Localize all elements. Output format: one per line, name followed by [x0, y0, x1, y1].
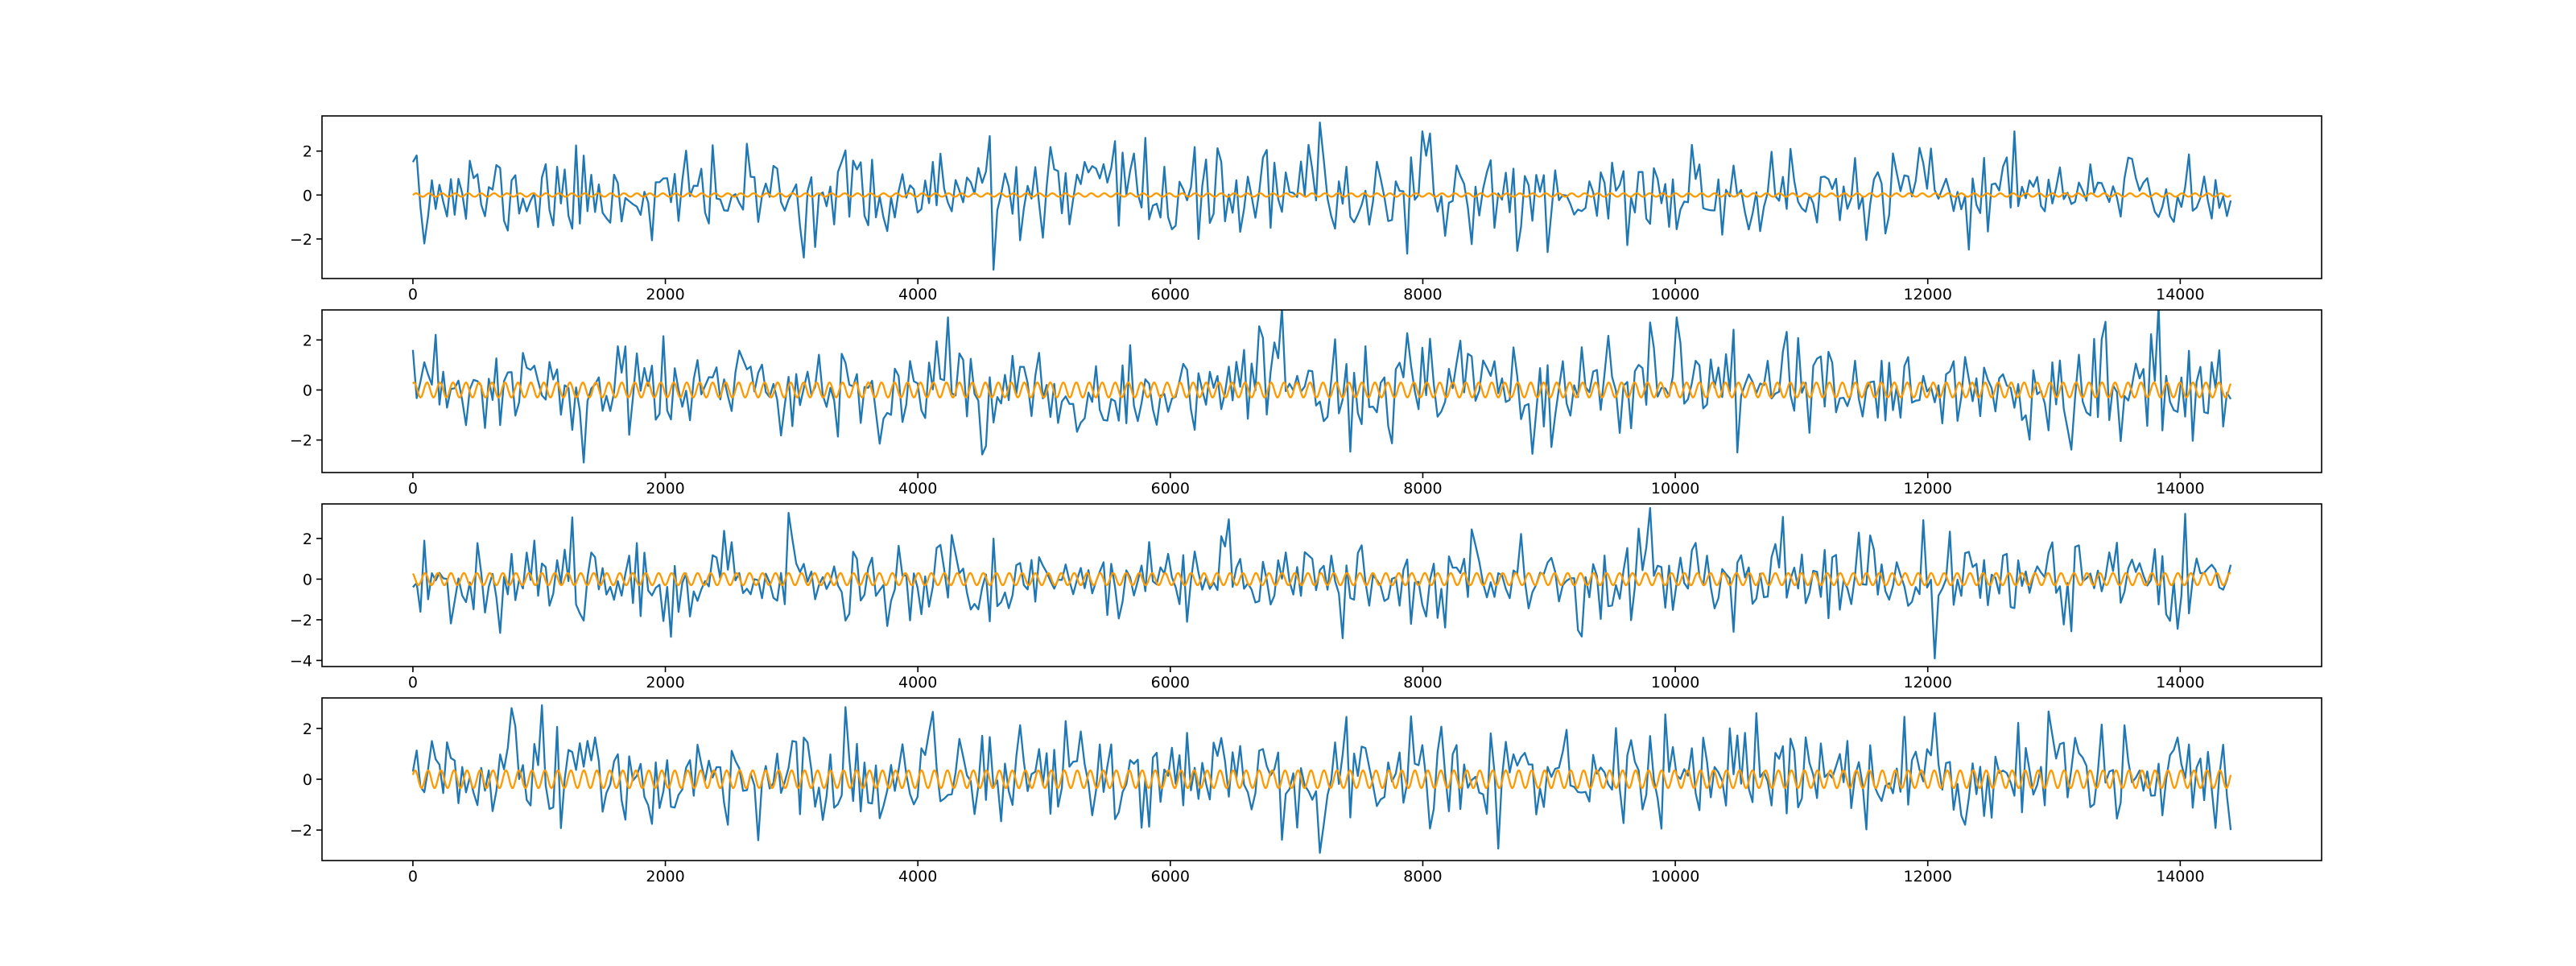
x-tick-label: 12000 — [1904, 674, 1952, 691]
x-tick-label: 8000 — [1403, 868, 1442, 886]
x-tick-label: 0 — [408, 480, 418, 497]
y-tick-label: −4 — [290, 652, 312, 670]
y-tick-label: 0 — [303, 187, 312, 204]
x-tick-label: 2000 — [646, 674, 684, 691]
x-tick-label: 10000 — [1651, 674, 1699, 691]
x-tick-label: 14000 — [2156, 674, 2204, 691]
series-noisy-line — [412, 506, 2232, 660]
x-tick-label: 12000 — [1904, 868, 1952, 886]
x-tick-label: 10000 — [1651, 286, 1699, 303]
y-tick-label: 0 — [303, 771, 312, 789]
y-tick-label: −2 — [290, 432, 312, 450]
x-tick-label: 10000 — [1651, 868, 1699, 886]
x-tick-label: 14000 — [2156, 480, 2204, 497]
y-tick-label: −2 — [290, 822, 312, 840]
subplot-2: 0 2000 4000 6000 8000 10000 12000 14000 −2 0 2 — [290, 309, 2322, 497]
x-tick-label: 6000 — [1151, 286, 1190, 303]
x-tick-label: 4000 — [898, 286, 937, 303]
x-tick-label: 6000 — [1151, 480, 1190, 497]
x-tick-label: 12000 — [1904, 480, 1952, 497]
series-smooth-line — [411, 572, 2231, 587]
x-tick-label: 8000 — [1403, 480, 1442, 497]
y-tick-label: 2 — [303, 720, 312, 738]
x-tick-label: 2000 — [646, 286, 684, 303]
series-smooth-line — [412, 192, 2231, 198]
x-tick-label: 0 — [408, 286, 418, 303]
y-tick-label: 0 — [303, 571, 312, 588]
y-tick-label: 0 — [303, 382, 312, 399]
series-noisy-line — [411, 122, 2232, 271]
x-tick-label: 14000 — [2156, 286, 2204, 303]
x-tick-label: 14000 — [2156, 868, 2204, 886]
x-tick-label: 6000 — [1151, 674, 1190, 691]
y-tick-label: 2 — [303, 332, 312, 349]
axes-frame — [321, 503, 2322, 667]
series-smooth-line — [411, 769, 2232, 790]
y-tick-label: 2 — [303, 143, 312, 161]
x-tick-label: 4000 — [898, 868, 937, 886]
x-tick-label: 12000 — [1904, 286, 1952, 303]
y-tick-label: 2 — [303, 530, 312, 548]
x-tick-label: 4000 — [898, 674, 937, 691]
y-tick-label: −2 — [290, 231, 312, 249]
x-tick-label: 2000 — [646, 868, 684, 886]
x-tick-label: 4000 — [898, 480, 937, 497]
subplot-1: 0 2000 4000 6000 8000 10000 12000 14000 −2 0 2 — [290, 115, 2322, 303]
series-noisy-line — [411, 704, 2232, 854]
series-smooth-line — [411, 381, 2232, 399]
subplot-4: 0 2000 4000 6000 8000 10000 12000 14000 −2 0 2 — [290, 697, 2322, 886]
axes-frame — [321, 115, 2322, 279]
x-tick-label: 10000 — [1651, 480, 1699, 497]
series-noisy-line — [411, 310, 2232, 464]
x-tick-label: 0 — [408, 674, 418, 691]
x-tick-label: 8000 — [1403, 674, 1442, 691]
x-tick-label: 8000 — [1403, 286, 1442, 303]
axes-frame — [321, 309, 2322, 473]
x-tick-label: 2000 — [646, 480, 684, 497]
x-tick-label: 6000 — [1151, 868, 1190, 886]
y-tick-label: −2 — [290, 612, 312, 630]
subplot-3: 0 2000 4000 6000 8000 10000 12000 14000 −4 −2 0 2 — [290, 503, 2322, 691]
x-tick-label: 0 — [408, 868, 418, 886]
